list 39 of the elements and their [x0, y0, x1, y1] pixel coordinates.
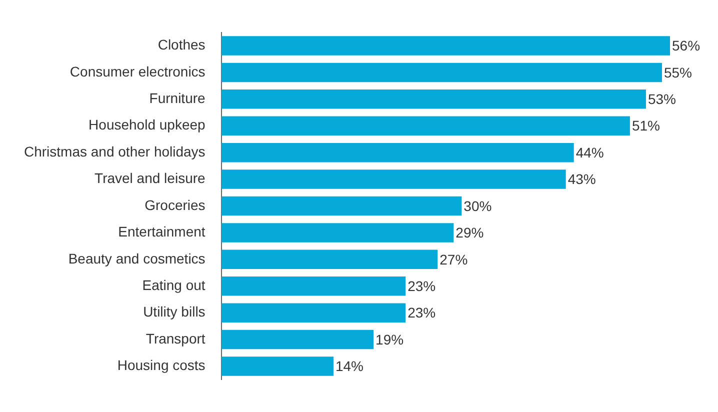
data-label: 30%	[464, 198, 492, 214]
bar	[221, 116, 630, 136]
data-label: 27%	[440, 251, 468, 268]
y-tick-label: Clothes	[158, 36, 206, 53]
y-tick-label: Transport	[146, 330, 206, 346]
data-label: 56%	[672, 38, 700, 54]
data-label: 55%	[664, 64, 692, 80]
data-label: 53%	[648, 91, 676, 108]
y-tick-label: Christmas and other holidays	[24, 143, 206, 160]
y-tick-label: Eating out	[142, 276, 206, 293]
bar	[221, 196, 462, 216]
bar	[221, 250, 438, 270]
bar	[221, 330, 374, 350]
bar	[221, 90, 646, 109]
y-tick-label: Furniture	[149, 90, 206, 106]
y-tick-label: Housing costs	[117, 357, 206, 374]
y-tick-label: Groceries	[144, 196, 206, 213]
y-tick-label: Entertainment	[118, 224, 206, 240]
data-label: 14%	[335, 358, 364, 374]
bar	[221, 303, 406, 322]
data-label: 23%	[408, 278, 436, 294]
bar	[221, 36, 670, 56]
y-tick-label: Consumer electronics	[70, 63, 206, 80]
bar	[221, 62, 662, 82]
data-label: 23%	[408, 304, 436, 321]
y-tick-label: Travel and leisure	[94, 170, 206, 186]
data-label: 19%	[376, 331, 404, 348]
bar	[221, 356, 334, 376]
bar	[221, 170, 566, 189]
data-label: 29%	[456, 224, 484, 241]
y-tick-label: Beauty and cosmetics	[68, 250, 206, 266]
data-label: 43%	[568, 171, 596, 188]
data-label: 51%	[632, 118, 660, 134]
bar	[221, 223, 454, 242]
bar	[221, 276, 406, 296]
data-label: 44%	[576, 144, 604, 160]
bar	[221, 142, 574, 162]
y-tick-label: Utility bills	[143, 304, 206, 320]
y-tick-label: Household upkeep	[88, 116, 206, 133]
